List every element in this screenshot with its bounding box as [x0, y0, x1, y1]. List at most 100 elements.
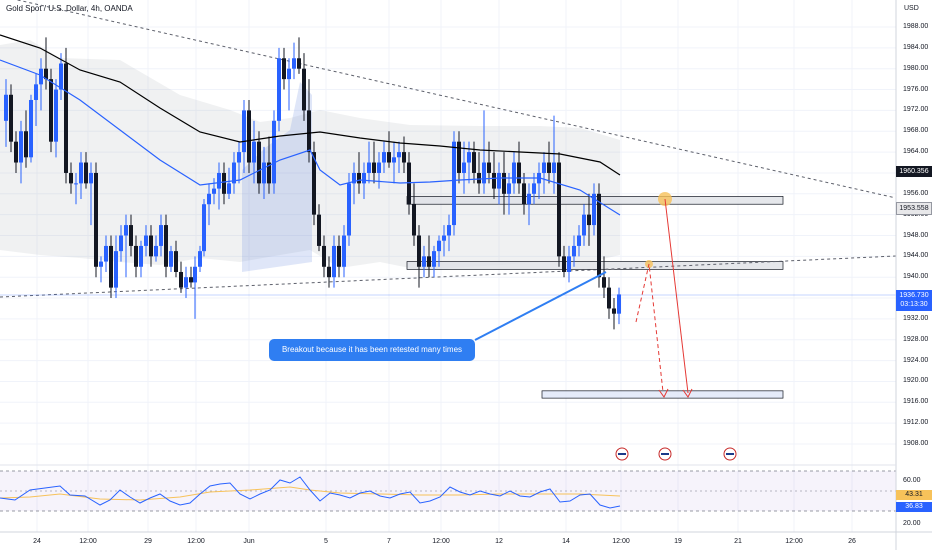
bullish-candle — [592, 193, 596, 226]
rsi-lower-label: 20.00 — [903, 520, 921, 527]
bearish-candle — [247, 110, 251, 163]
price-tick-label: 1908.00 — [903, 440, 929, 447]
bullish-candle — [532, 183, 536, 194]
long-moving-average — [0, 34, 621, 176]
bearish-candle — [517, 162, 521, 184]
bullish-candle — [59, 63, 63, 90]
price-tick-label: 1968.00 — [903, 127, 929, 135]
bearish-candle — [129, 225, 133, 246]
level-value-badge: 1953.558 — [896, 202, 932, 215]
time-tick-label: 12:00 — [187, 538, 205, 545]
bearish-candle — [387, 152, 391, 163]
rsi-pane — [0, 470, 896, 512]
price-tick-label: 1916.00 — [903, 398, 929, 406]
candles — [4, 37, 621, 330]
bearish-candle — [317, 214, 321, 246]
price-tick-label: 1944.00 — [903, 252, 929, 260]
bullish-candle — [287, 68, 291, 80]
bearish-candle — [69, 172, 73, 184]
bearish-candle — [24, 131, 28, 158]
bullish-candle — [154, 245, 158, 257]
bullish-candle — [567, 256, 571, 272]
bullish-candle — [237, 152, 241, 163]
dashed-projection-arrow — [635, 263, 664, 393]
volatility-cloud — [0, 40, 620, 270]
bearish-candle — [327, 266, 331, 278]
price-tick-label: 1920.00 — [903, 377, 929, 385]
bullish-candle — [198, 251, 202, 267]
price-tick-label: 1988.00 — [903, 23, 929, 30]
arrow-head — [658, 388, 669, 398]
economic-events — [615, 447, 737, 461]
bullish-candle — [332, 245, 336, 278]
bearish-candle — [557, 162, 561, 257]
time-tick-label: 21 — [734, 538, 742, 545]
time-tick-label: 29 — [144, 538, 152, 545]
bullish-candle — [119, 235, 123, 252]
bullish-candle — [262, 162, 266, 184]
bearish-candle — [94, 172, 98, 267]
bearish-candle — [597, 193, 601, 278]
bullish-candle — [39, 68, 43, 85]
bullish-candle — [362, 172, 366, 184]
bearish-candle — [164, 225, 168, 267]
bullish-candle — [252, 141, 256, 163]
rsi-ma-line — [0, 486, 621, 501]
bullish-candle — [467, 152, 471, 163]
bearish-candle — [49, 79, 53, 142]
ema-line — [0, 59, 621, 216]
bearish-candle — [337, 245, 341, 267]
bullish-candle — [104, 245, 108, 262]
bullish-candle — [527, 193, 531, 205]
bearish-candle — [134, 245, 138, 267]
bullish-candle — [462, 162, 466, 173]
price-tick-label: 1956.00 — [903, 189, 929, 197]
bearish-candle — [267, 162, 271, 184]
bearish-candle — [457, 141, 461, 173]
bullish-candle — [89, 172, 93, 184]
bearish-candle — [312, 152, 316, 215]
bullish-candle — [342, 235, 346, 267]
breakout-annotation[interactable]: Breakout because it has been retested ma… — [269, 339, 475, 361]
bearish-candle — [522, 183, 526, 205]
bullish-candle — [169, 251, 173, 267]
bullish-candle — [582, 214, 586, 236]
price-tick-label: 1912.00 — [903, 419, 929, 427]
bullish-candle — [34, 84, 38, 100]
bullish-candle — [242, 110, 246, 153]
price-tick-label: 1972.00 — [903, 106, 929, 114]
bearish-candle — [302, 68, 306, 111]
bearish-candle — [222, 172, 226, 194]
bullish-candle — [367, 162, 371, 173]
bearish-candle — [189, 277, 193, 283]
bullish-candle — [422, 256, 426, 267]
bullish-candle — [292, 58, 296, 69]
bearish-candle — [477, 172, 481, 184]
bearish-candle — [109, 245, 113, 288]
rsi-value-badge: 36.83 — [896, 502, 932, 512]
arrow-head — [682, 388, 693, 398]
bullish-candle — [184, 277, 188, 288]
bullish-candle — [144, 235, 148, 246]
bullish-candle — [232, 162, 236, 184]
symbol-title[interactable]: Gold Spot / U.S. Dollar, 4h, OANDA — [6, 4, 133, 13]
time-tick-label: 5 — [324, 538, 328, 545]
price-tick-label: 1976.00 — [903, 85, 929, 93]
bullish-candle — [114, 251, 118, 288]
bearish-candle — [602, 277, 606, 288]
price-scale-unit[interactable]: USD — [904, 5, 919, 12]
bullish-candle — [552, 162, 556, 173]
bullish-candle — [139, 245, 143, 267]
bearish-candle — [492, 172, 496, 189]
bearish-candle — [372, 162, 376, 173]
solid-projection-arrow — [664, 198, 689, 394]
bullish-candle — [577, 235, 581, 246]
bearish-candle — [297, 58, 301, 69]
time-tick-label: 7 — [387, 538, 391, 545]
bullish-candle — [512, 162, 516, 184]
bearish-candle — [612, 308, 616, 314]
time-tick-label: 12:00 — [432, 538, 450, 545]
moving-average-lines — [0, 34, 621, 216]
callout-pointer-line — [474, 271, 607, 341]
